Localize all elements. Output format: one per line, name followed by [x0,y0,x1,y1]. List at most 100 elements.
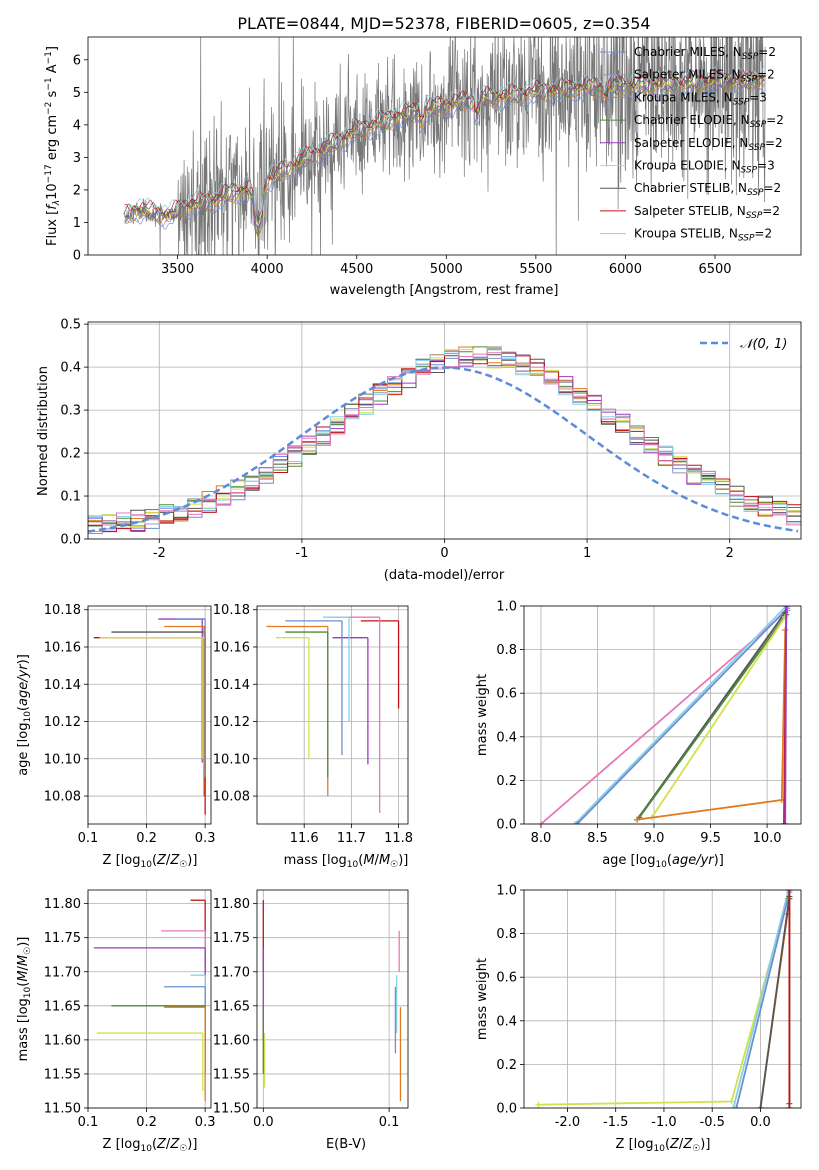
legend-entry-5: Kroupa ELODIE, NSSP=3 [634,159,775,176]
grid [524,605,801,825]
legend-suffix: =2 [758,45,776,59]
x-axis-label-part: ( [152,853,157,868]
y-tick-label: 11.55 [213,1067,250,1082]
x-axis-label: Z [log10(Z/Z☉)] [616,1137,711,1154]
series-marker-4-0 [757,1105,764,1108]
series-line-1 [574,606,787,824]
axis-label-part: ( [358,853,363,868]
x-tick-label: 0 [440,546,448,561]
axes-mass-vs-EBV: 0.0 0.1 11.50 11.55 11.60 11.65 11.70 11.75 11.8… [213,889,409,1152]
plot-area [88,346,801,534]
x-axis-label-part: Z [169,853,180,868]
legend-label: Chabrier STELIB, N [634,181,747,195]
y-tick-label: 0.4 [60,361,81,376]
legend-suffix: =2 [754,227,772,241]
legend-entry-0: Chabrier MILES, NSSP=2 [634,45,776,62]
plot-area [93,899,206,1102]
axes-frame [523,889,802,1109]
series-marker-6-1 [786,890,793,893]
series-marker-0-1 [728,1098,735,1105]
legend-label: Chabrier ELODIE, N [634,113,750,127]
series-marker-7-0 [781,821,788,824]
axis-label-part: M [16,970,31,981]
axis-label-part: ☉ [23,947,33,955]
y-tick-label: 11.80 [213,897,250,912]
y-axis-label: mass weight [475,674,490,756]
axis-label-part: M [363,853,374,868]
y-tick-label: 11.70 [213,965,250,980]
legend-sub: SSP [746,211,763,221]
y-tick-label: 0.4 [496,1014,517,1029]
legend-sub: SSP [741,166,758,176]
x-axis-label-part: / [166,1137,171,1152]
y-tick-label: 11.80 [44,897,81,912]
y-tick-label: 0.5 [60,318,81,333]
legend-label: Salpeter ELODIE, N [634,136,748,150]
x-tick-label: 0.1 [78,1115,99,1130]
series-marker-1-0 [730,1105,737,1108]
axis-label-part: )] [398,853,408,868]
series-line-4 [638,614,788,819]
series-line-2 [576,607,789,824]
axis-label-part: ( [667,853,672,868]
y-tick-label: 10.12 [44,715,81,730]
y-axis-label-part: A [45,64,60,77]
legend-sub: SSP [741,75,758,85]
axis-label-part: / [16,965,31,970]
x-axis-label-part: 10 [140,1144,152,1154]
y-axis-label-part: 10 [45,183,60,200]
x-tick-label: 0.2 [136,831,157,846]
series-line-2 [735,891,791,1108]
y-tick-label: 10.14 [213,678,250,693]
x-tick-label: 0.0 [253,1115,274,1130]
legend-entry-7: Salpeter STELIB, NSSP=2 [634,204,780,221]
legend-entry-6: Chabrier STELIB, NSSP=2 [634,181,781,198]
y-axis-label-part: λ [52,200,62,206]
x-tick-label: 2 [726,546,734,561]
series-marker-0-0 [537,821,544,824]
x-axis-label: mass [log10(M/M☉)] [284,853,409,870]
histogram-8 [88,346,801,525]
x-axis-label-part: Z [169,1137,180,1152]
series-marker-6-0 [786,1105,793,1108]
axes-frame [256,605,409,825]
x-tick-label: 0.0 [750,1115,771,1130]
x-axis-label-part: / [166,853,171,868]
axis-label-part: mass [log [284,853,347,868]
series-marker-6-0 [634,816,641,823]
y-tick-label: 0.1 [60,490,81,505]
plot-area [266,616,400,813]
y-tick-label: 11.70 [44,965,81,980]
y-tick-label: 11.55 [44,1067,81,1082]
y-tick-label: 11.50 [44,1102,81,1117]
y-tick-label: 0.2 [496,774,517,789]
x-axis-label: (data-model)/error [384,568,505,583]
y-axis-label: age [log10(age/yr)] [16,654,33,776]
axes-mass-weight-vs-Z: -2.0 -1.5 -1.0 -0.5 0.0 0.0 0.2 0.4 0.6 0.8 1.0 Z [… [475,884,802,1154]
x-axis-label-part: Z [669,1137,680,1152]
legend-label: Salpeter STELIB, N [634,204,746,218]
x-tick-label: 8.0 [531,831,552,846]
y-axis-label-part: Flux [ [45,210,60,246]
y-tick-label: 10.18 [44,603,81,618]
x-axis-label-part: Z [log [103,853,141,868]
legend-entry-1: Salpeter MILES, NSSP=2 [634,68,775,85]
axis-label-part: M [379,853,390,868]
x-tick-label: -1.0 [651,1115,676,1130]
axis-label-part: age/yr [672,853,715,868]
legend-label: Kroupa ELODIE, N [634,159,741,173]
y-tick-label: 0.0 [60,533,81,548]
y-tick-label: 5 [73,86,81,101]
legend-sub: SSP [748,143,765,153]
y-tick-label: 10.08 [44,790,81,805]
y-tick-label: 11.50 [213,1102,250,1117]
y-tick-label: 1 [73,216,81,231]
axis-label-part: 10 [347,860,359,870]
axes-frame [87,321,802,540]
x-axis-label-part: )] [187,853,197,868]
legend-label: Chabrier MILES, N [634,45,742,59]
y-axis-label-part: −2 [44,102,54,115]
x-tick-label: -0.5 [700,1115,725,1130]
legend-suffix: =2 [766,113,784,127]
x-axis-label-part: 10 [140,860,152,870]
